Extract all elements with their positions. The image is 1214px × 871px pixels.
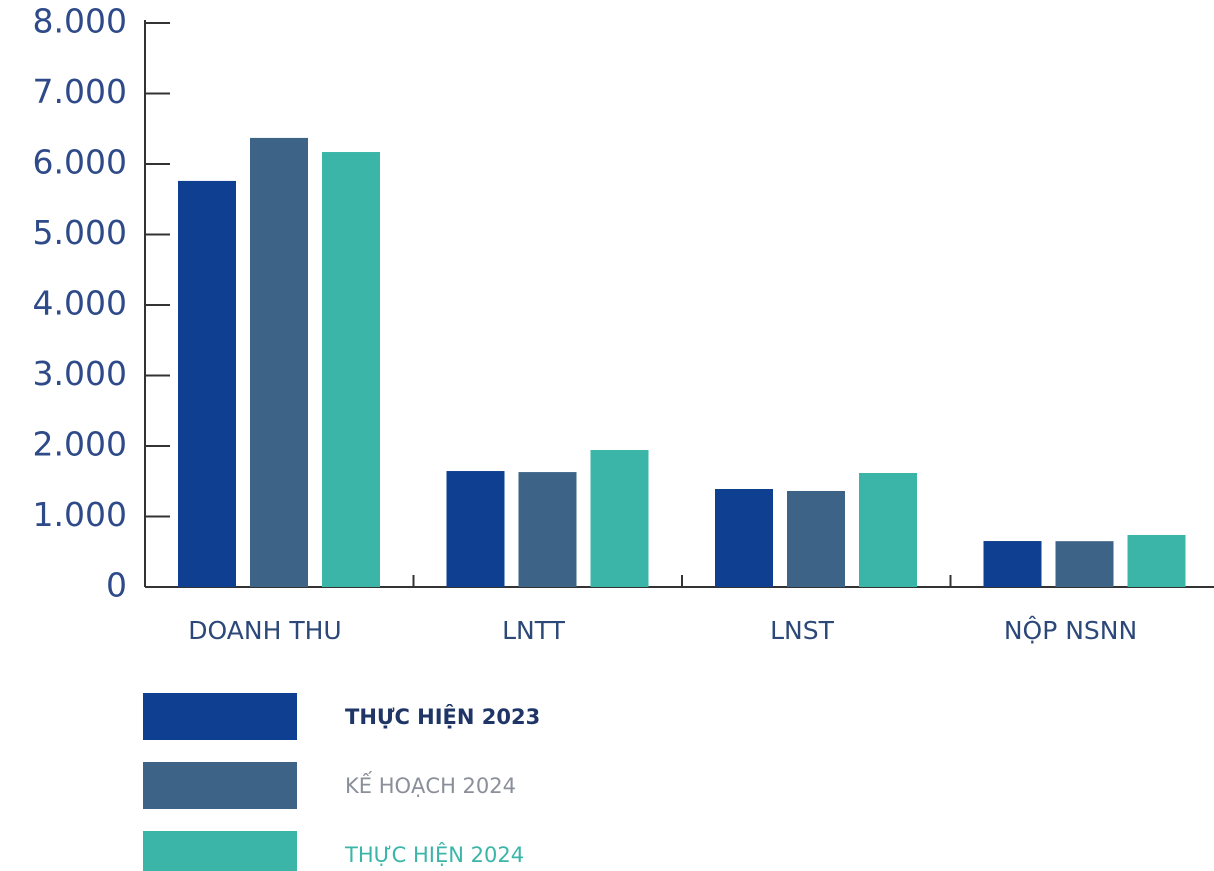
legend-label: THỰC HIỆN 2024 — [344, 842, 524, 867]
bar — [983, 541, 1042, 587]
y-tick-label: 1.000 — [33, 495, 127, 534]
bar — [1127, 534, 1186, 587]
bar — [250, 137, 308, 588]
bar — [178, 180, 236, 588]
bar — [518, 472, 577, 587]
x-tick-label: DOANH THU — [188, 616, 341, 645]
y-tick-label: 0 — [106, 566, 127, 605]
y-tick-label: 3.000 — [33, 354, 127, 393]
bar — [715, 489, 773, 587]
bar — [859, 473, 917, 587]
bar — [446, 471, 505, 587]
bar — [1055, 541, 1114, 587]
y-tick-label: 8.000 — [33, 2, 127, 41]
bar — [787, 490, 845, 587]
y-tick-label: 5.000 — [33, 213, 127, 252]
bar — [590, 450, 649, 587]
legend-swatch — [143, 831, 297, 871]
legend-swatch — [143, 693, 297, 740]
y-tick-label: 6.000 — [33, 143, 127, 182]
y-tick-label: 2.000 — [33, 425, 127, 464]
legend-label: KẾ HOẠCH 2024 — [345, 771, 516, 798]
x-tick-label: LNTT — [502, 616, 565, 645]
legend-swatch — [143, 762, 297, 809]
y-tick-label: 7.000 — [33, 72, 127, 111]
bar — [322, 152, 380, 587]
legend-label: THỰC HIỆN 2023 — [345, 703, 540, 729]
y-tick-label: 4.000 — [33, 284, 127, 323]
x-tick-label: LNST — [770, 616, 834, 645]
x-tick-label: NỘP NSNN — [1004, 615, 1137, 645]
